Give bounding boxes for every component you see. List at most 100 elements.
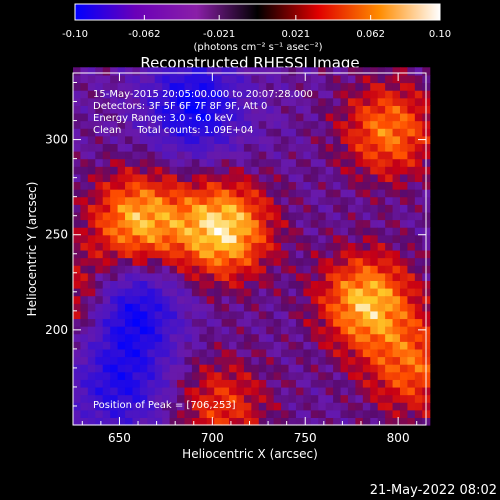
heatmap-cell <box>214 67 223 76</box>
heatmap-cell <box>102 386 111 396</box>
heatmap-cell <box>370 120 379 129</box>
heatmap-cell <box>102 318 111 327</box>
heatmap-cell <box>154 386 163 396</box>
heatmap-cell <box>80 143 89 152</box>
heatmap-cell <box>110 74 119 84</box>
heatmap-cell <box>295 158 304 167</box>
heatmap-cell <box>377 74 386 84</box>
heatmap-cell <box>243 151 252 160</box>
heatmap-cell <box>206 303 215 312</box>
heatmap-cell <box>162 318 171 327</box>
heatmap-cell <box>236 82 245 91</box>
heatmap-cell <box>377 417 386 426</box>
heatmap-cell <box>355 128 364 137</box>
heatmap-cell <box>399 234 409 243</box>
heatmap-cell <box>87 234 96 243</box>
heatmap-cell <box>221 105 230 114</box>
heatmap-cell <box>399 364 409 373</box>
heatmap-cell <box>117 97 126 106</box>
heatmap-cell <box>377 386 386 396</box>
heatmap-cell <box>385 341 394 350</box>
heatmap-cell <box>399 143 409 152</box>
heatmap-cell <box>258 97 267 106</box>
heatmap-cell <box>80 265 89 274</box>
heatmap-cell <box>206 295 215 304</box>
heatmap-cell <box>214 166 223 175</box>
heatmap-cell <box>139 173 148 183</box>
heatmap-cell <box>243 364 252 373</box>
heatmap-cell <box>236 280 245 289</box>
heatmap-cell <box>80 204 89 213</box>
heatmap-cell <box>407 303 416 312</box>
heatmap-cell <box>258 379 267 388</box>
heatmap-cell <box>147 181 156 190</box>
heatmap-cell <box>236 257 245 266</box>
heatmap-cell <box>303 219 312 228</box>
heatmap-cell <box>221 318 230 327</box>
heatmap-cell <box>414 90 423 99</box>
heatmap-cell <box>132 386 141 396</box>
heatmap-cell <box>125 356 134 365</box>
heatmap-cell <box>295 386 304 396</box>
heatmap-cell <box>154 288 163 297</box>
heatmap-cell <box>377 181 386 190</box>
heatmap-cell <box>385 303 394 312</box>
heatmap-cell <box>414 189 423 198</box>
heatmap-cell <box>392 97 401 106</box>
heatmap-cell <box>414 219 423 228</box>
heatmap-cell <box>407 227 416 236</box>
heatmap-cell <box>132 364 141 373</box>
heatmap-cell <box>310 158 319 167</box>
heatmap-cell <box>258 151 267 160</box>
heatmap-cell <box>87 227 96 236</box>
heatmap-cell <box>117 394 126 403</box>
heatmap-cell <box>199 318 208 327</box>
heatmap-cell <box>385 257 394 266</box>
heatmap-cell <box>340 158 349 167</box>
heatmap-cell <box>266 417 275 426</box>
heatmap-cell <box>347 181 356 190</box>
heatmap-cell <box>407 219 416 228</box>
heatmap-cell <box>362 166 371 175</box>
heatmap-cell <box>184 310 193 320</box>
heatmap-cell <box>310 341 319 350</box>
heatmap-cell <box>87 364 96 373</box>
heatmap-cell <box>95 310 104 320</box>
heatmap-cell <box>273 318 282 327</box>
heatmap-cell <box>214 74 223 84</box>
heatmap-cell <box>132 303 141 312</box>
heatmap-cell <box>288 173 297 183</box>
heatmap-cell <box>221 386 230 396</box>
heatmap-cell <box>303 74 312 84</box>
heatmap-cell <box>147 151 156 160</box>
heatmap-cell <box>362 333 371 342</box>
heatmap-cell <box>206 386 215 396</box>
heatmap-cell <box>236 90 245 99</box>
heatmap-cell <box>281 173 290 183</box>
heatmap-cell <box>139 204 148 213</box>
heatmap-cell <box>325 166 334 175</box>
heatmap-cell <box>340 90 349 99</box>
heatmap-cell <box>251 219 260 228</box>
heatmap-cell <box>117 379 126 388</box>
heatmap-cell <box>377 219 386 228</box>
heatmap-cell <box>347 341 356 350</box>
heatmap-cell <box>258 112 267 122</box>
heatmap-cell <box>318 173 327 183</box>
heatmap-cell <box>169 326 178 335</box>
heatmap-cell <box>303 356 312 365</box>
heatmap-cell <box>251 74 260 84</box>
heatmap-cell <box>199 394 208 403</box>
heatmap-cell <box>95 257 104 266</box>
heatmap-cell <box>177 173 186 183</box>
heatmap-cell <box>110 128 119 137</box>
heatmap-cell <box>199 97 208 106</box>
heatmap-cell <box>80 295 89 304</box>
heatmap-cell <box>95 135 104 144</box>
heatmap-cell <box>303 196 312 205</box>
heatmap-cell <box>73 409 82 418</box>
heatmap-cell <box>251 257 260 266</box>
heatmap-cell <box>385 143 394 152</box>
heatmap-cell <box>139 90 148 99</box>
heatmap-cell <box>243 181 252 190</box>
